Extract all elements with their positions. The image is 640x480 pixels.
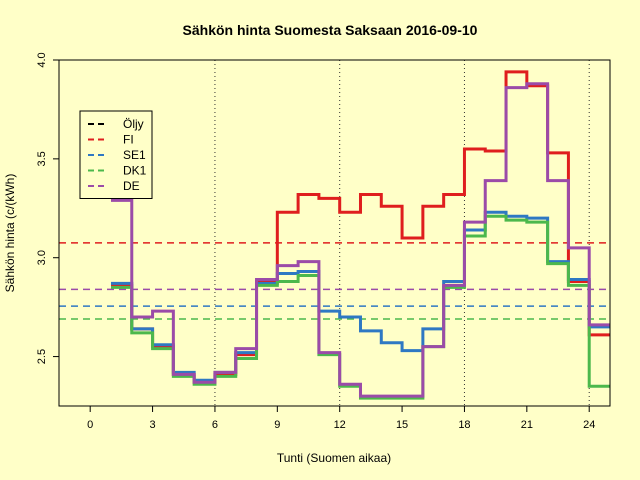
- x-tick-label-24: 24: [583, 419, 595, 431]
- series-line-fi: [110, 70, 610, 384]
- x-tick-label-21: 21: [521, 419, 533, 431]
- legend-label-dk1: DK1: [123, 164, 147, 178]
- y-tick-label-3.5: 3.5: [36, 151, 48, 166]
- y-tick-label-2.5: 2.5: [36, 349, 48, 364]
- x-tick-label-18: 18: [458, 419, 470, 431]
- legend-label-fi: FI: [123, 133, 134, 147]
- legend-label-se1: SE1: [123, 148, 146, 162]
- legend-label-öljy: Öljy: [123, 117, 144, 131]
- axes: 0 3 6 9 12 15 18 21 24 2.5 3.0 3.5 4.0: [36, 52, 611, 431]
- y-axis-label: Sähkön hinta (c/(kWh): [3, 174, 17, 293]
- x-axis-label: Tunti (Suomen aikaa): [277, 451, 391, 465]
- series-line-de: [110, 82, 610, 398]
- chart-title: Sähkön hinta Suomesta Saksaan 2016-09-10: [183, 22, 478, 38]
- x-tick-label-15: 15: [396, 419, 408, 431]
- x-tick-label-3: 3: [150, 419, 156, 431]
- mean-lines: [59, 242, 610, 320]
- legend-box: [79, 110, 153, 199]
- plot-frame: [58, 59, 611, 407]
- y-tick-label-3: 3.0: [36, 250, 48, 265]
- x-tick-label-6: 6: [212, 419, 218, 431]
- x-tick-label-12: 12: [334, 419, 346, 431]
- x-tick-label-0: 0: [87, 419, 93, 431]
- y-tick-label-4: 4.0: [36, 52, 48, 67]
- legend-label-de: DE: [123, 179, 140, 193]
- series-line-se1: [110, 210, 610, 382]
- x-tick-label-9: 9: [274, 419, 280, 431]
- series-lines: [110, 70, 610, 400]
